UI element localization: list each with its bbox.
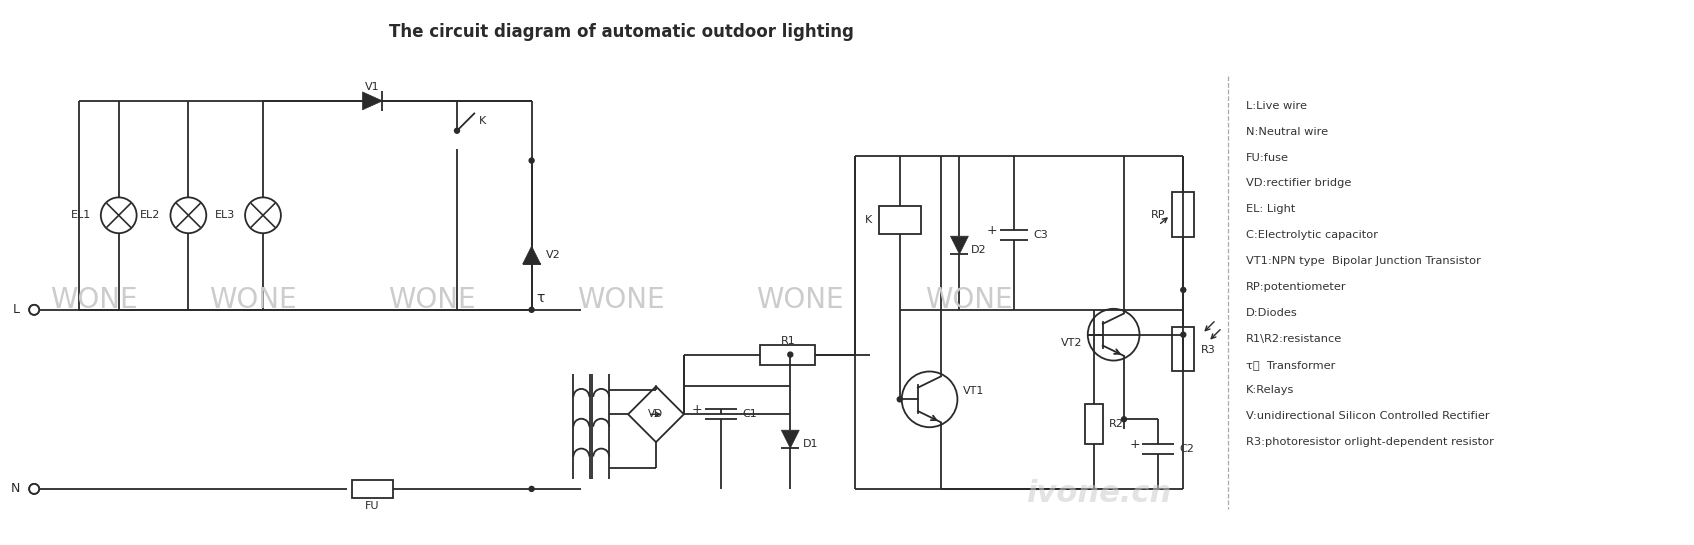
- Circle shape: [529, 158, 534, 163]
- Circle shape: [1181, 332, 1186, 337]
- Text: τ: τ: [537, 291, 545, 305]
- Circle shape: [30, 485, 39, 493]
- Text: V2: V2: [545, 250, 561, 260]
- Text: VD: VD: [649, 409, 664, 419]
- Text: WONE: WONE: [925, 286, 1013, 314]
- Bar: [352, 480, 393, 498]
- Text: K: K: [479, 116, 486, 126]
- Bar: [761, 344, 815, 365]
- Text: L:Live wire: L:Live wire: [1247, 101, 1308, 111]
- Text: V1: V1: [366, 82, 379, 92]
- Circle shape: [788, 352, 793, 357]
- Text: R1: R1: [781, 336, 794, 346]
- Text: D2: D2: [971, 245, 988, 255]
- Text: +: +: [1130, 438, 1140, 451]
- Circle shape: [1121, 417, 1127, 422]
- Text: C2: C2: [1179, 444, 1194, 454]
- Text: EL1: EL1: [71, 210, 91, 220]
- Circle shape: [30, 305, 39, 314]
- Text: The circuit diagram of automatic outdoor lighting: The circuit diagram of automatic outdoor…: [388, 23, 854, 41]
- Text: WONE: WONE: [757, 286, 844, 314]
- Text: RP: RP: [1150, 210, 1165, 220]
- Text: L: L: [14, 304, 20, 316]
- Text: +: +: [691, 403, 701, 416]
- Text: C3: C3: [1033, 230, 1049, 240]
- Text: K: K: [864, 215, 872, 225]
- Text: WONE: WONE: [51, 286, 137, 314]
- Text: VT1:NPN type  Bipolar Junction Transistor: VT1:NPN type Bipolar Junction Transistor: [1247, 256, 1481, 266]
- Circle shape: [529, 307, 534, 312]
- Bar: [1172, 326, 1194, 372]
- Text: D1: D1: [803, 439, 818, 449]
- Circle shape: [529, 486, 534, 492]
- Text: RP:potentiometer: RP:potentiometer: [1247, 282, 1347, 292]
- Text: EL2: EL2: [141, 210, 161, 220]
- Text: V:unidirectional Silicon Controlled Rectifier: V:unidirectional Silicon Controlled Rect…: [1247, 411, 1489, 421]
- Text: R1\R2:resistance: R1\R2:resistance: [1247, 334, 1342, 344]
- Circle shape: [1181, 287, 1186, 293]
- Polygon shape: [781, 430, 800, 448]
- Circle shape: [898, 397, 903, 402]
- Bar: [1084, 404, 1103, 444]
- Bar: [879, 207, 920, 234]
- Text: WONE: WONE: [388, 286, 476, 314]
- Text: C1: C1: [742, 409, 757, 419]
- Text: FU: FU: [366, 501, 379, 511]
- Text: WONE: WONE: [578, 286, 666, 314]
- Text: FU:fuse: FU:fuse: [1247, 153, 1289, 162]
- Text: ivone.cn: ivone.cn: [1027, 480, 1171, 508]
- Text: EL3: EL3: [215, 210, 235, 220]
- Text: R3:photoresistor orlight-dependent resistor: R3:photoresistor orlight-dependent resis…: [1247, 437, 1494, 447]
- Text: τ：  Transformer: τ： Transformer: [1247, 360, 1335, 370]
- Text: N: N: [10, 482, 20, 495]
- Text: EL: Light: EL: Light: [1247, 204, 1296, 214]
- Text: K:Relays: K:Relays: [1247, 385, 1294, 395]
- Circle shape: [454, 128, 459, 133]
- Text: VT2: VT2: [1062, 338, 1082, 348]
- Polygon shape: [950, 236, 969, 254]
- Text: R3: R3: [1201, 344, 1216, 355]
- Bar: [1172, 192, 1194, 237]
- Text: VT1: VT1: [962, 386, 984, 396]
- Polygon shape: [523, 246, 540, 264]
- Text: N:Neutral wire: N:Neutral wire: [1247, 127, 1328, 137]
- Text: R2: R2: [1108, 419, 1123, 429]
- Text: C:Electrolytic capacitor: C:Electrolytic capacitor: [1247, 230, 1377, 240]
- Polygon shape: [363, 92, 383, 110]
- Text: VD:rectifier bridge: VD:rectifier bridge: [1247, 178, 1352, 189]
- Text: +: +: [988, 223, 998, 237]
- Text: WONE: WONE: [210, 286, 296, 314]
- Text: D:Diodes: D:Diodes: [1247, 308, 1298, 318]
